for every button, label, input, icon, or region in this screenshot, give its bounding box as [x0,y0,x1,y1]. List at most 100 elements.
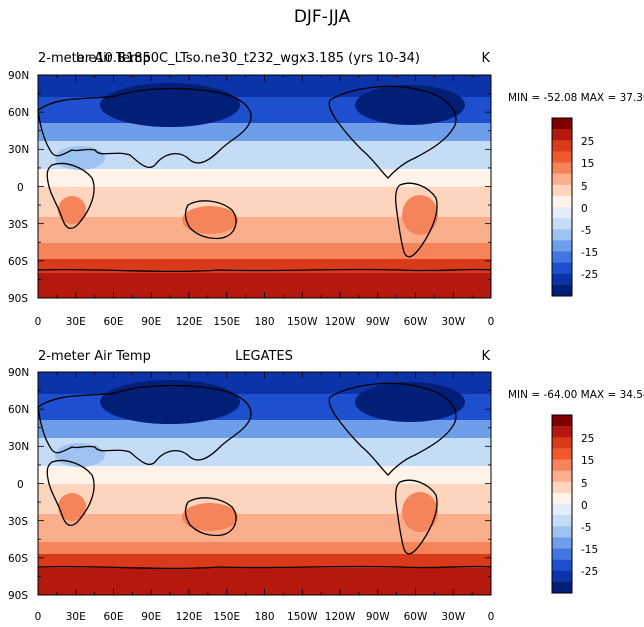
lat-axis-model: 90N 60N 30N 0 30S 60S 90S [8,70,29,305]
lon-tick-label: 90W [366,316,390,328]
lon-tick-label: 90E [141,316,161,328]
colorbar-label: 25 [581,433,594,445]
zone-band [38,542,491,554]
lat-tick-label: 60S [8,553,28,565]
panel-model-center-title: b.e10.B1850C_LTso.ne30_t232_wgx3.185 (yr… [76,51,420,66]
colorbar-frame [551,117,573,297]
colorbar-obs: 25 15 5 0 -5 -15 -25 [551,414,598,594]
colorbar-label: 5 [581,181,588,193]
zone-band [38,141,491,169]
panel-obs: 2-meter Air Temp LEGATES K MIN = -64.00 … [8,349,644,623]
colorbar-label: 15 [581,158,594,170]
colorbar-label: 15 [581,455,594,467]
colorbar-swatch [552,195,572,208]
colorbar-label: -25 [581,566,598,578]
lon-axis-model: 0 30E 60E 90E 120E 150E 180 150W 120W 90… [35,316,495,328]
panel-obs-left-title: 2-meter Air Temp [38,349,151,364]
lon-tick-label: 30W [441,316,465,328]
lon-tick-label: 0 [488,611,495,623]
map-plot-model [37,74,492,299]
lon-tick-label: 60W [404,611,428,623]
lat-tick-label: 0 [17,182,24,194]
panel-obs-center-title: LEGATES [235,349,293,364]
lat-tick-label: 30S [8,516,28,528]
zone-band [38,554,491,568]
lon-tick-label: 60E [104,611,124,623]
colorbar-swatch [552,481,572,494]
colorbar-swatch [552,515,572,527]
lon-tick-label: 0 [35,611,42,623]
colorbar-label: 0 [581,203,588,215]
anomaly-australia [182,503,238,531]
lon-tick-label: 120E [176,316,203,328]
lon-tick-label: 120W [325,316,356,328]
axis-tick-marks [37,74,492,596]
lon-tick-label: 30E [66,611,86,623]
zone-band [38,243,491,259]
anomaly-siberia [100,83,240,127]
colorbar-swatch [552,526,572,538]
lat-axis-obs: 90N 60N 30N 0 30S 60S 90S [8,367,29,602]
lon-tick-label: 90W [366,611,390,623]
colorbar-swatch [552,470,572,483]
colorbar-swatch [552,262,572,275]
colorbar-swatch [552,273,572,286]
anomaly-australia [182,206,238,234]
colorbar-label: -5 [581,522,591,534]
coastlines [37,85,492,273]
colorbar-label: 0 [581,500,588,512]
lon-tick-label: 60E [104,316,124,328]
colorbar-swatch [552,459,572,471]
lat-tick-label: 0 [17,479,24,491]
colorbar-swatch [552,284,572,297]
colorbar-swatch [552,151,572,163]
coastlines [37,382,492,570]
colorbar-swatch [552,415,572,427]
colorbar-swatch [552,448,572,460]
colorbar-swatch [552,229,572,241]
lon-tick-label: 150E [213,316,240,328]
colorbar-model: 25 15 5 0 -5 -15 -25 [551,117,598,297]
colorbar-label: -5 [581,225,591,237]
colorbar-swatch [552,251,572,263]
lat-tick-label: 60N [8,404,29,416]
lat-tick-label: 90S [8,590,28,602]
lon-tick-label: 30W [441,611,465,623]
colorbar-swatch [552,118,572,130]
colorbar-label: -25 [581,269,598,281]
lat-tick-label: 30N [8,144,29,156]
lat-tick-label: 90S [8,293,28,305]
colorbar-label: -15 [581,544,598,556]
zone-band [38,438,491,466]
colorbar-swatch [552,184,572,197]
colorbar-swatch [552,492,572,505]
lon-tick-label: 120E [176,611,203,623]
panel-obs-units: K [481,349,490,364]
lon-tick-label: 150W [287,316,318,328]
lon-tick-label: 90E [141,611,161,623]
lat-tick-label: 60S [8,256,28,268]
panel-model: 2-meter Air Temp b.e10.B1850C_LTso.ne30_… [8,51,644,328]
anomaly-s-africa [58,493,86,521]
anomaly-canada [355,85,465,125]
lon-tick-label: 60W [404,316,428,328]
colorbar-swatch [552,537,572,549]
lon-tick-label: 30E [66,316,86,328]
panel-model-stats: MIN = -52.08 MAX = 37.30 [508,92,644,104]
colorbar-swatch [552,129,572,141]
colorbar-label: 5 [581,478,588,490]
zone-band [38,169,491,187]
lon-tick-label: 150E [213,611,240,623]
lon-axis-obs: 0 30E 60E 90E 120E 150E 180 150W 120W 90… [35,611,495,623]
anomaly-siberia [100,380,240,424]
panel-obs-stats: MIN = -64.00 MAX = 34.54 [508,389,644,401]
lat-tick-label: 30S [8,219,28,231]
lat-tick-label: 30N [8,441,29,453]
colorbar-label: -15 [581,247,598,259]
anomaly-canada [355,382,465,422]
lon-tick-label: 180 [254,611,274,623]
colorbar-swatch [552,162,572,174]
lat-tick-label: 60N [8,107,29,119]
zone-band [38,420,491,438]
